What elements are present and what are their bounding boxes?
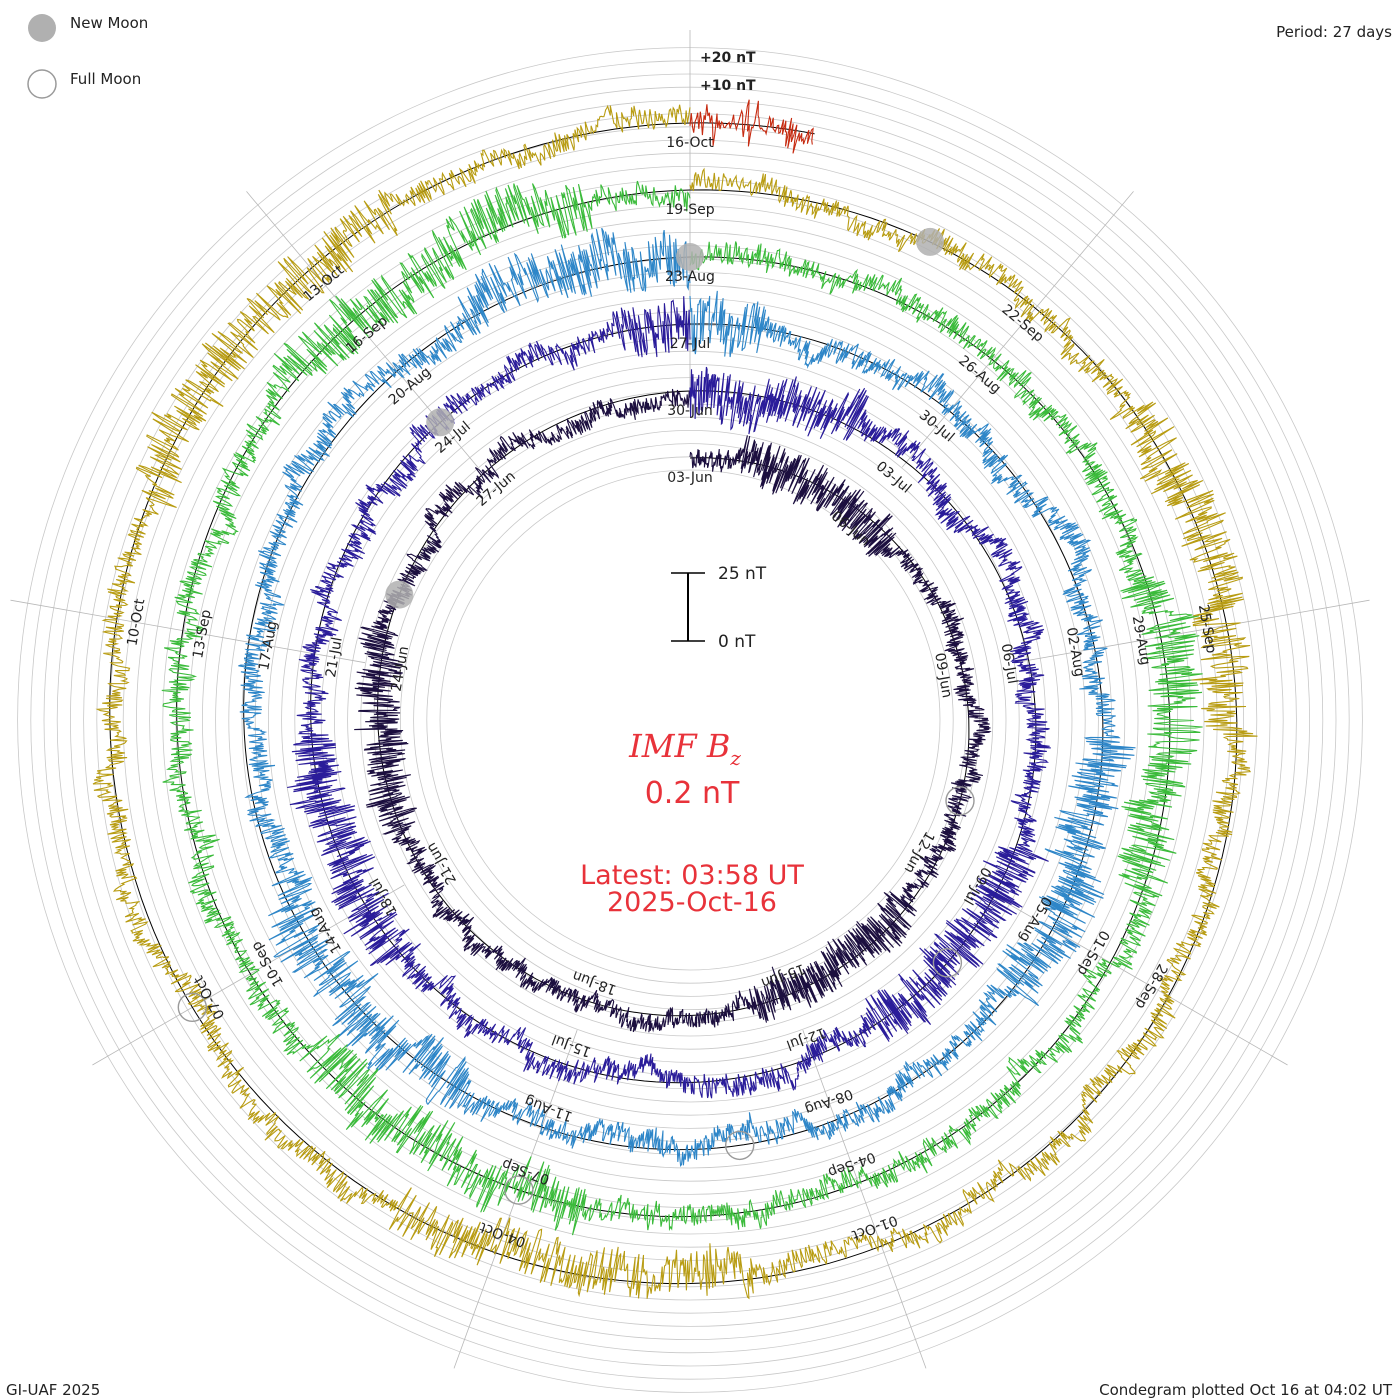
period-label: Period: 27 days — [1276, 23, 1392, 41]
bz-trace — [161, 180, 1203, 1236]
date-tick: 28-Sep — [1132, 961, 1171, 1012]
date-tick: 23-Aug — [665, 269, 715, 285]
legend-new-moon: New Moon — [70, 14, 148, 32]
new-moon-icon — [28, 14, 56, 42]
center-value: 0.2 nT — [645, 776, 740, 811]
date-tick: 11-Aug — [523, 1092, 575, 1124]
full-moon-icon — [27, 69, 57, 99]
date-tick: 29-Aug — [1129, 615, 1153, 667]
center-title: IMF Bz — [628, 727, 741, 770]
baseline-spiral — [690, 122, 815, 135]
date-tick: 06-Jul — [998, 642, 1021, 685]
date-tick: 21-Jul — [323, 636, 346, 679]
bz-trace — [238, 227, 1136, 1167]
grid-ring — [399, 429, 981, 1011]
footer-plotted: Condegram plotted Oct 16 at 04:02 UT — [1099, 1381, 1393, 1399]
spoke-line — [901, 191, 1134, 468]
date-tick: 19-Sep — [665, 202, 714, 218]
spoke-line — [802, 1029, 927, 1369]
baseline-spiral — [243, 256, 1104, 1151]
date-tick: 03-Jun — [667, 470, 713, 486]
full-moon-marker — [932, 948, 963, 978]
ring-label-20nt: +20 nT — [700, 50, 756, 66]
legend-full-moon: Full Moon — [70, 70, 141, 88]
grid-ring — [439, 469, 941, 971]
grid-ring — [413, 443, 967, 997]
bz-trace — [92, 104, 1258, 1300]
full-moon-marker — [945, 786, 975, 816]
bz-trace — [689, 99, 814, 154]
full-moon-marker — [504, 1175, 534, 1205]
grid-ring — [360, 390, 1020, 1050]
date-tick: 13-Sep — [190, 608, 214, 659]
date-tick: 17-Aug — [256, 620, 280, 672]
date-tick: 27-Jul — [670, 336, 711, 352]
latest-date: 2025-Oct-16 — [607, 887, 777, 918]
date-tick: 01-Oct — [849, 1212, 900, 1243]
bz-trace — [287, 296, 1051, 1099]
spoke-line — [975, 884, 1288, 1066]
date-tick: 04-Oct — [477, 1218, 528, 1249]
scale-bar — [671, 572, 705, 642]
new-moon-marker — [676, 243, 704, 271]
data-traces — [92, 99, 1258, 1300]
new-moon-marker — [385, 580, 414, 609]
bz-trace — [354, 388, 992, 1033]
full-moon-marker — [725, 1130, 755, 1161]
new-moon-marker — [426, 408, 455, 437]
ring-label-10nt: +10 nT — [700, 78, 756, 94]
date-tick: 12-Jun — [901, 828, 938, 875]
date-tick: 30-Jun — [667, 403, 713, 419]
spoke-line — [453, 1029, 578, 1369]
new-moon-marker — [916, 227, 945, 256]
scale-bottom-label: 0 nT — [718, 632, 756, 652]
spoke-line — [1014, 599, 1370, 664]
moon-markers — [177, 227, 975, 1205]
full-moon-marker — [177, 992, 208, 1022]
date-tick: 16-Oct — [666, 135, 714, 151]
date-tick: 09-Jun — [931, 652, 955, 700]
scale-top-label: 25 nT — [718, 564, 767, 584]
date-tick: 01-Sep — [1074, 927, 1113, 978]
date-tick: 24-Jun — [389, 645, 413, 693]
footer-credit: GI-UAF 2025 — [6, 1381, 100, 1399]
latest-time: Latest: 03:58 UT — [580, 860, 804, 891]
